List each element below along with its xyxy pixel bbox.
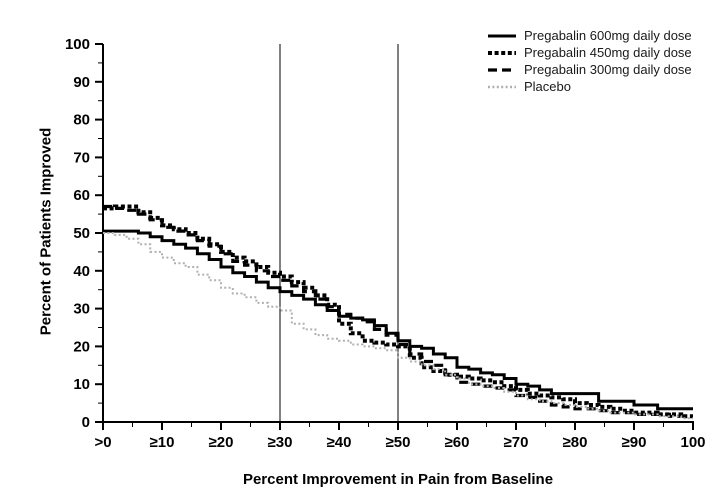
- legend-dashed-line-icon: [488, 68, 516, 72]
- series-line-3: [103, 232, 693, 420]
- x-tick-label: ≥70: [504, 434, 529, 451]
- legend-gray-dotted-line-icon: [488, 85, 516, 89]
- y-axis-title: Percent of Patients Improved: [37, 127, 55, 336]
- legend-label-pregabalin-450: Pregabalin 450mg daily dose: [524, 45, 692, 60]
- x-tick-label: ≥80: [563, 434, 588, 451]
- x-tick-label: ≥50: [386, 434, 411, 451]
- series-line-2: [103, 204, 693, 418]
- y-tick-label: 100: [65, 36, 90, 53]
- legend-item-pregabalin-600: Pregabalin 600mg daily dose: [487, 29, 692, 43]
- series-lines: [103, 204, 693, 420]
- legend-item-pregabalin-450: Pregabalin 450mg daily dose: [487, 46, 692, 60]
- x-tick-label: >0: [94, 434, 111, 451]
- y-tick-label: 30: [73, 301, 90, 318]
- x-tick-label: ≥20: [209, 434, 234, 451]
- x-tick-label: ≥40: [327, 434, 352, 451]
- legend-item-placebo: Placebo: [487, 80, 692, 94]
- y-tick-label: 90: [73, 74, 90, 91]
- x-tick-label: ≥10: [150, 434, 175, 451]
- y-tick-label: 10: [73, 376, 90, 393]
- legend-label-pregabalin-600: Pregabalin 600mg daily dose: [524, 28, 692, 43]
- x-tick-label: 100: [680, 434, 705, 451]
- series-line-1: [103, 204, 693, 419]
- y-tick-label: 60: [73, 187, 90, 204]
- legend-label-placebo: Placebo: [524, 79, 571, 94]
- series-line-0: [103, 229, 693, 411]
- x-tick-label: ≥30: [268, 434, 293, 451]
- reference-lines: [279, 44, 399, 422]
- y-tick-label: 0: [82, 414, 90, 431]
- legend-solid-line-icon: [488, 34, 516, 38]
- y-tick-label: 70: [73, 149, 90, 166]
- y-tick-label: 20: [73, 338, 90, 355]
- legend-item-pregabalin-300: Pregabalin 300mg daily dose: [487, 63, 692, 77]
- x-axis-title: Percent Improvement in Pain from Baselin…: [242, 471, 554, 488]
- axes: >0 ≥10 ≥20 ≥30 ≥40 ≥50 ≥60 ≥70 ≥80 ≥90 100 0 10 20 30 4…: [65, 36, 706, 451]
- legend-label-pregabalin-300: Pregabalin 300mg daily dose: [524, 62, 692, 77]
- x-tick-label: ≥60: [445, 434, 470, 451]
- legend: Pregabalin 600mg daily dose Pregabalin 4…: [487, 29, 692, 94]
- y-tick-label: 50: [73, 225, 90, 242]
- legend-dotted-line-icon: [488, 51, 516, 55]
- y-tick-label: 40: [73, 263, 90, 280]
- x-tick-label: ≥90: [622, 434, 647, 451]
- y-tick-label: 80: [73, 112, 90, 129]
